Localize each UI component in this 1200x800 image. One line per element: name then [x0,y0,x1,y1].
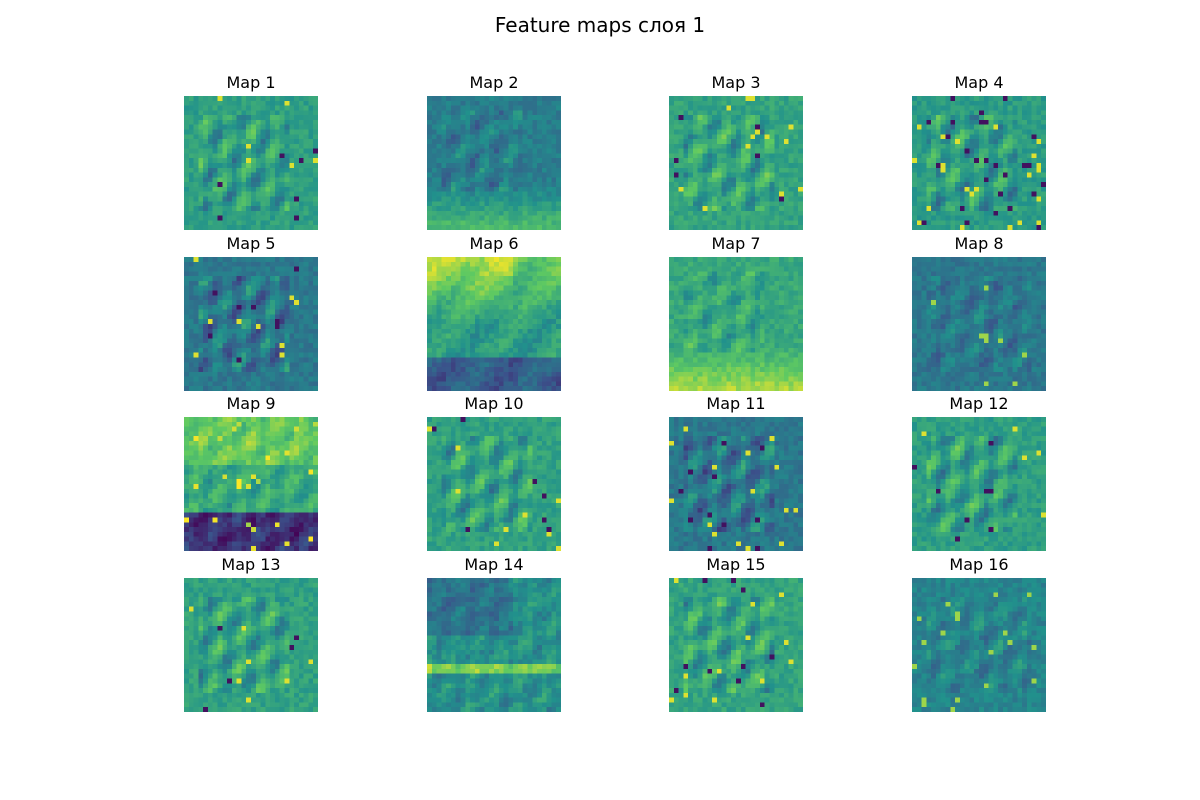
panel-title: Map 8 [954,234,1004,253]
feature-map-image [912,578,1046,712]
panel-title: Map 13 [221,555,281,574]
feature-map-image [669,257,803,391]
panel-title: Map 15 [706,555,766,574]
feature-map-image [427,417,561,551]
panel-title: Map 2 [469,73,519,92]
panel-title: Map 16 [949,555,1009,574]
feature-map-image [427,257,561,391]
feature-map-image [427,578,561,712]
feature-map-image [184,578,318,712]
feature-map-image [184,417,318,551]
panel-title: Map 1 [226,73,276,92]
panel-title: Map 5 [226,234,276,253]
feature-map-image [184,96,318,230]
panel-title: Map 12 [949,394,1009,413]
feature-map-image [912,417,1046,551]
figure-title: Feature maps слоя 1 [494,13,706,37]
feature-map-image [669,96,803,230]
panel-title: Map 6 [469,234,519,253]
feature-map-image [427,96,561,230]
panel-title: Map 11 [706,394,766,413]
panel-title: Map 10 [464,394,524,413]
feature-map-image [184,257,318,391]
feature-map-image [912,257,1046,391]
feature-map-image [912,96,1046,230]
panel-title: Map 9 [226,394,276,413]
panel-title: Map 3 [711,73,761,92]
feature-map-image [669,417,803,551]
panel-title: Map 7 [711,234,761,253]
panel-title: Map 4 [954,73,1004,92]
feature-map-image [669,578,803,712]
panel-title: Map 14 [464,555,524,574]
